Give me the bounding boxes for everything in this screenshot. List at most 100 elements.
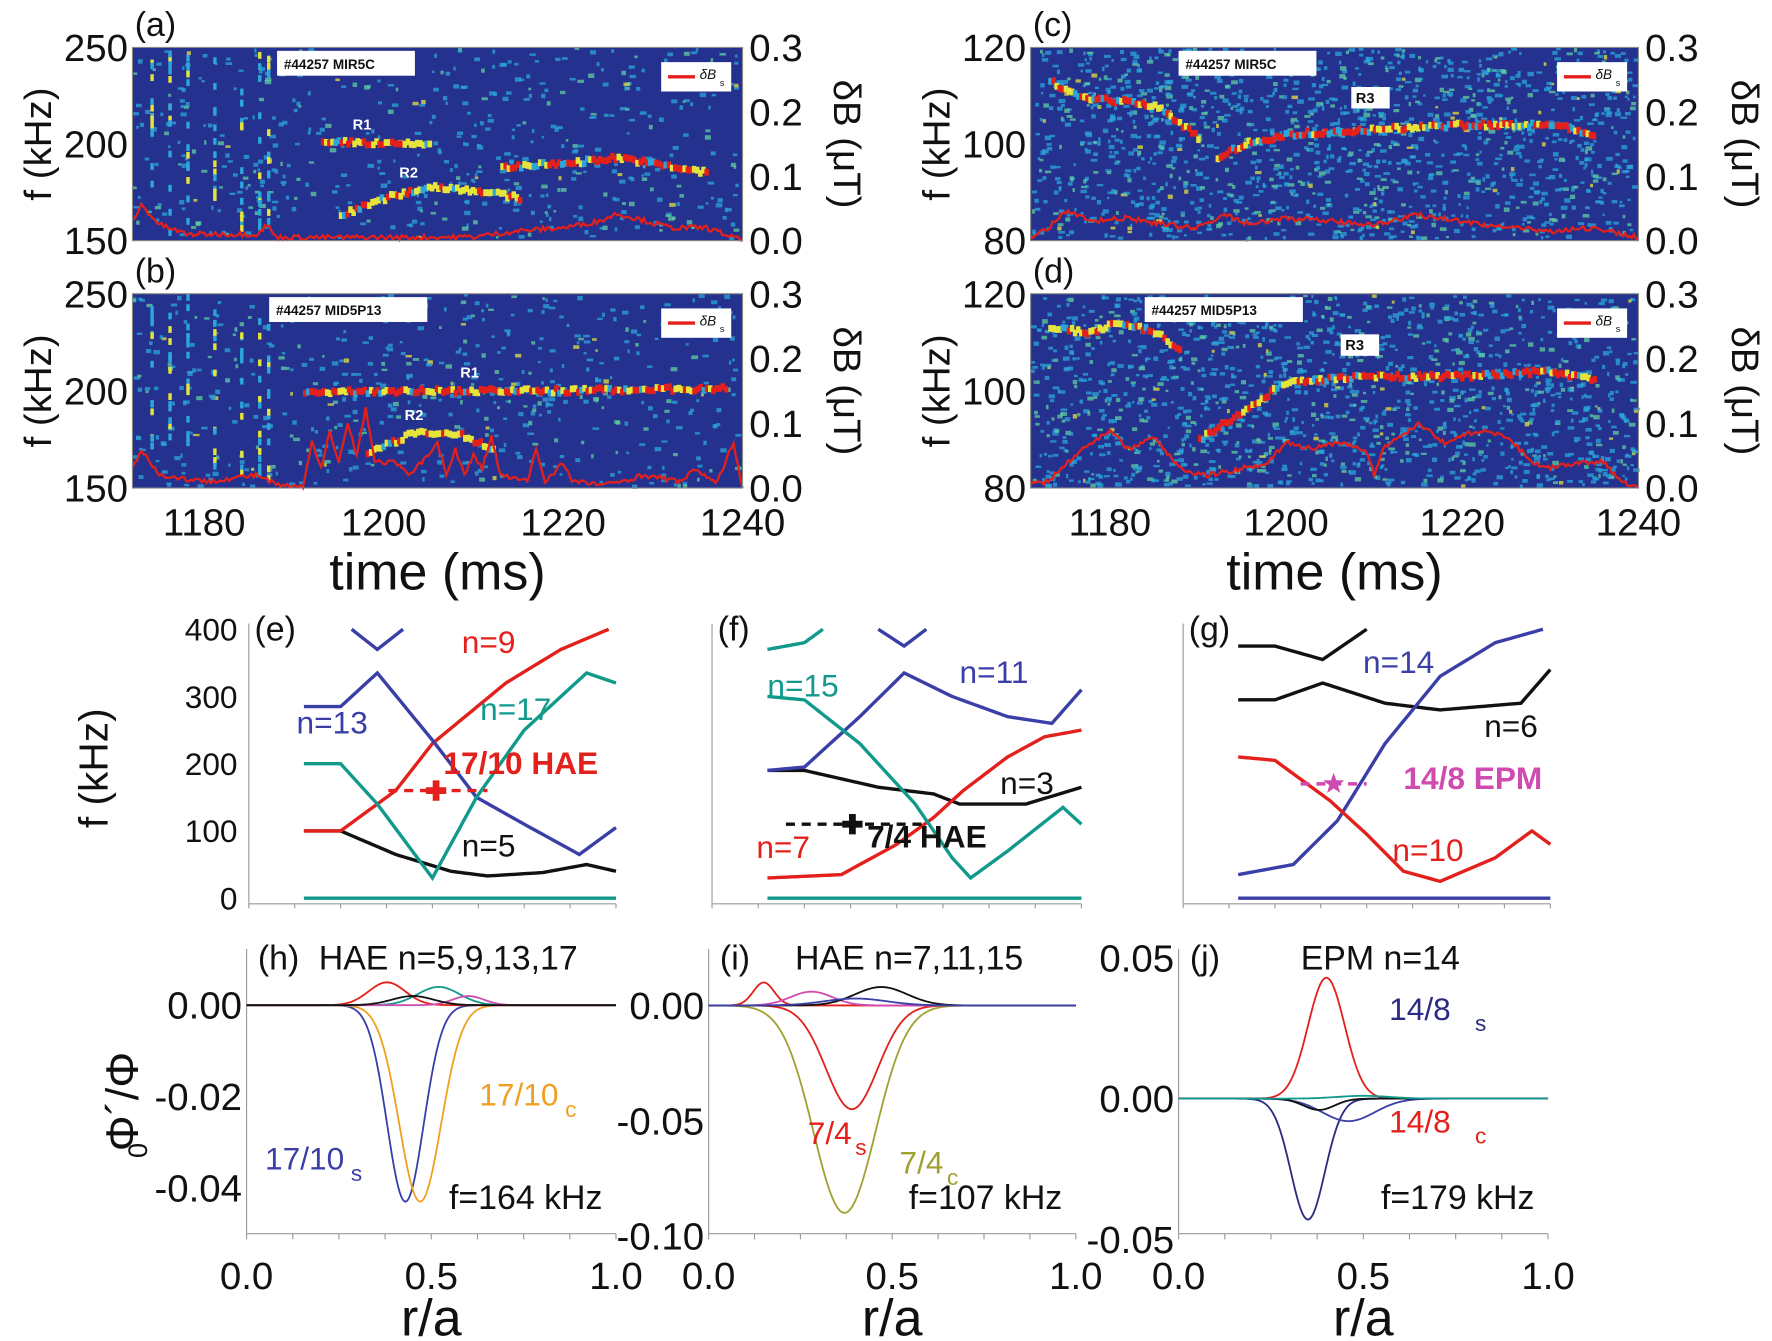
noise-speck: [1136, 135, 1142, 139]
noise-speck: [1367, 150, 1374, 154]
noise-speck: [462, 101, 469, 106]
noise-speck: [1039, 168, 1043, 173]
noise-speck: [1177, 148, 1183, 151]
noise-speck: [1487, 439, 1491, 443]
noise-speck: [1079, 119, 1085, 123]
noise-speck: [537, 360, 541, 364]
noise-speck: [301, 362, 308, 367]
ridge-point: [576, 388, 581, 396]
noise-speck: [1108, 139, 1111, 144]
vertical-streak: [168, 103, 172, 111]
noise-speck: [1525, 84, 1532, 88]
noise-speck: [1312, 311, 1316, 315]
noise-speck: [1262, 129, 1268, 132]
noise-speck: [1564, 198, 1571, 203]
noise-speck: [1039, 158, 1044, 162]
noise-speck: [1384, 232, 1391, 236]
ridge-point: [447, 386, 452, 394]
noise-speck: [1482, 177, 1486, 182]
noise-speck: [1378, 199, 1383, 204]
ridge-point: [1159, 104, 1164, 112]
noise-speck: [1493, 481, 1499, 486]
noise-speck: [1628, 422, 1636, 427]
dB-series-line: [131, 201, 743, 243]
noise-speck: [215, 314, 220, 318]
vertical-streak: [213, 124, 217, 132]
noise-speck: [1469, 179, 1476, 182]
noise-speck: [260, 66, 266, 71]
noise-speck: [1053, 472, 1060, 477]
noise-speck: [649, 482, 655, 485]
noise-speck: [1157, 71, 1163, 74]
noise-speck: [254, 211, 259, 216]
noise-speck: [1215, 178, 1219, 182]
noise-speck: [1229, 331, 1235, 335]
ridge-point: [1054, 326, 1059, 333]
noise-speck: [1113, 105, 1118, 111]
noise-speck: [1396, 316, 1399, 321]
noise-speck: [1628, 299, 1632, 303]
noise-speck: [1233, 198, 1239, 203]
noise-speck: [1244, 207, 1249, 210]
noise-speck: [1329, 317, 1334, 322]
noise-speck: [530, 140, 534, 144]
noise-speck: [1624, 454, 1632, 458]
noise-speck: [1157, 459, 1160, 463]
noise-speck: [1158, 49, 1165, 54]
noise-speck: [1261, 468, 1267, 473]
vertical-streak: [168, 393, 172, 400]
noise-speck: [1097, 105, 1102, 109]
noise-speck: [1133, 125, 1137, 129]
noise-speck: [583, 334, 590, 338]
noise-speck: [1071, 321, 1076, 326]
ridge-point: [1326, 130, 1332, 138]
noise-speck: [1378, 114, 1384, 118]
noise-speck: [492, 64, 496, 69]
noise-speck: [1348, 353, 1354, 359]
vertical-streak: [258, 63, 262, 70]
ridge-point: [514, 194, 520, 201]
noise-speck: [1253, 335, 1259, 339]
noise-speck: [1462, 440, 1466, 446]
noise-speck: [1404, 161, 1411, 166]
noise-speck: [732, 153, 738, 157]
noise-speck: [297, 74, 303, 78]
vertical-streak: [168, 433, 172, 441]
panel-title: HAE n=5,9,13,17: [319, 939, 578, 977]
noise-speck: [1633, 468, 1640, 472]
noise-speck: [592, 338, 597, 341]
noise-speck: [1449, 470, 1456, 475]
noise-speck: [1481, 190, 1486, 194]
noise-speck: [1512, 127, 1516, 133]
noise-speck: [512, 208, 520, 212]
noise-speck: [1400, 132, 1407, 136]
noise-speck: [1560, 205, 1568, 210]
noise-speck: [1138, 366, 1146, 371]
noise-speck: [1221, 396, 1229, 401]
ridge-point: [695, 385, 700, 393]
noise-speck: [1206, 482, 1213, 485]
noise-speck: [1268, 448, 1272, 452]
noise-speck: [1049, 471, 1055, 475]
noise-speck: [380, 383, 387, 388]
noise-speck: [1584, 302, 1588, 305]
noise-speck: [1144, 357, 1148, 363]
ridge-point: [1355, 371, 1360, 379]
noise-speck: [1502, 174, 1507, 178]
noise-speck: [1135, 450, 1142, 453]
noise-speck: [527, 432, 534, 436]
ridge-point: [1352, 372, 1357, 380]
noise-speck: [253, 169, 257, 174]
noise-speck: [560, 187, 567, 192]
ridge-point: [585, 388, 591, 395]
noise-speck: [1237, 320, 1240, 324]
noise-speck: [1275, 206, 1282, 211]
noise-speck: [702, 354, 709, 358]
noise-speck: [153, 350, 161, 355]
noise-speck: [155, 435, 160, 440]
noise-speck: [1581, 95, 1587, 99]
noise-speck: [554, 438, 559, 443]
noise-speck: [1380, 178, 1387, 181]
ridge-point: [682, 386, 688, 394]
noise-speck: [540, 194, 545, 198]
